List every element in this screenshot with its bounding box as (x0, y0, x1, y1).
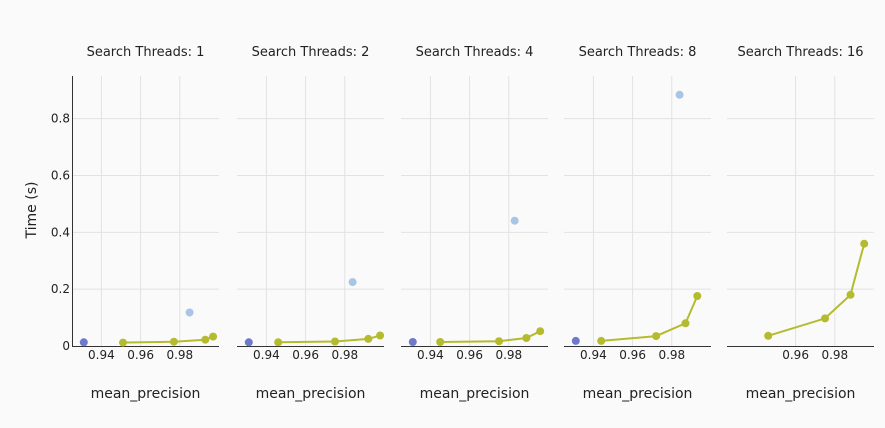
data-point (860, 239, 869, 248)
x-tick-label: 0.94 (417, 348, 444, 362)
x-axis-title: mean_precision (583, 386, 693, 402)
data-point (597, 336, 606, 345)
data-point (169, 337, 178, 346)
data-point (846, 290, 855, 299)
panel-1: Search Threads: 1 0.94 0.96 0.98 0 0.2 0.4 0.6 0… (51, 45, 219, 402)
x-tick-label: 0.94 (253, 348, 280, 362)
series-line (440, 330, 541, 343)
x-axis-title: mean_precision (420, 386, 530, 402)
data-point (436, 338, 445, 346)
x-axis-title: mean_precision (256, 386, 366, 402)
data-point (209, 332, 218, 341)
x-tick-label: 0.96 (127, 348, 154, 362)
panel-title: Search Threads: 8 (579, 45, 697, 60)
data-point (675, 90, 684, 99)
x-tick-label: 0.98 (166, 348, 193, 362)
data-point (185, 308, 194, 317)
x-tick-label: 0.96 (782, 348, 809, 362)
data-point (331, 337, 339, 346)
y-tick-label: 0.4 (51, 225, 70, 239)
series-line (601, 295, 699, 342)
data-point (522, 334, 531, 342)
x-tick-label: 0.94 (88, 348, 115, 362)
x-axis-title: mean_precision (91, 386, 201, 402)
x-tick-label: 0.98 (331, 348, 358, 362)
series-line (278, 334, 381, 344)
data-point (348, 278, 357, 287)
data-point (201, 335, 210, 344)
x-tick-label: 0.96 (292, 348, 319, 362)
data-point (571, 336, 580, 345)
series-line (122, 335, 214, 344)
y-tick-label: 0.2 (51, 282, 70, 296)
y-tick-label: 0.8 (51, 112, 70, 126)
x-tick-label: 0.96 (619, 348, 646, 362)
y-tick-label: 0 (62, 339, 70, 353)
data-point (693, 292, 702, 300)
data-point (274, 338, 283, 347)
x-axis-title: mean_precision (746, 386, 856, 402)
panel-5: Search Threads: 16 0.96 0.98 mean_precision (727, 45, 874, 402)
data-point (495, 337, 503, 346)
data-point (79, 338, 88, 347)
x-tick-label: 0.98 (658, 348, 685, 362)
data-point (681, 319, 690, 328)
data-point (244, 338, 253, 347)
panel-2: Search Threads: 2 0.94 0.96 0.98 mean_precis… (237, 45, 385, 402)
x-tick-label: 0.96 (456, 348, 483, 362)
data-point (364, 334, 373, 343)
panel-title: Search Threads: 16 (737, 45, 863, 60)
panel-title: Search Threads: 4 (416, 45, 534, 60)
data-point (119, 338, 127, 347)
data-point (408, 338, 417, 346)
data-point (376, 331, 385, 340)
data-point (652, 332, 661, 341)
data-point (821, 314, 829, 323)
series-line (767, 243, 866, 337)
x-tick-label: 0.94 (580, 348, 607, 362)
panel-title: Search Threads: 1 (87, 45, 205, 60)
data-point (536, 327, 545, 336)
panel-3: Search Threads: 4 0.94 0.96 0.98 mean_precis… (401, 45, 548, 402)
y-tick-label: 0.6 (51, 168, 70, 182)
x-tick-label: 0.98 (821, 348, 848, 362)
panel-4: Search Threads: 8 0.94 0.96 0.98 mean_precis… (564, 45, 711, 402)
data-point (764, 331, 773, 340)
y-axis-title: Time (s) (24, 182, 40, 240)
panel-title: Search Threads: 2 (252, 45, 370, 60)
data-point (510, 216, 519, 225)
x-tick-label: 0.98 (495, 348, 522, 362)
